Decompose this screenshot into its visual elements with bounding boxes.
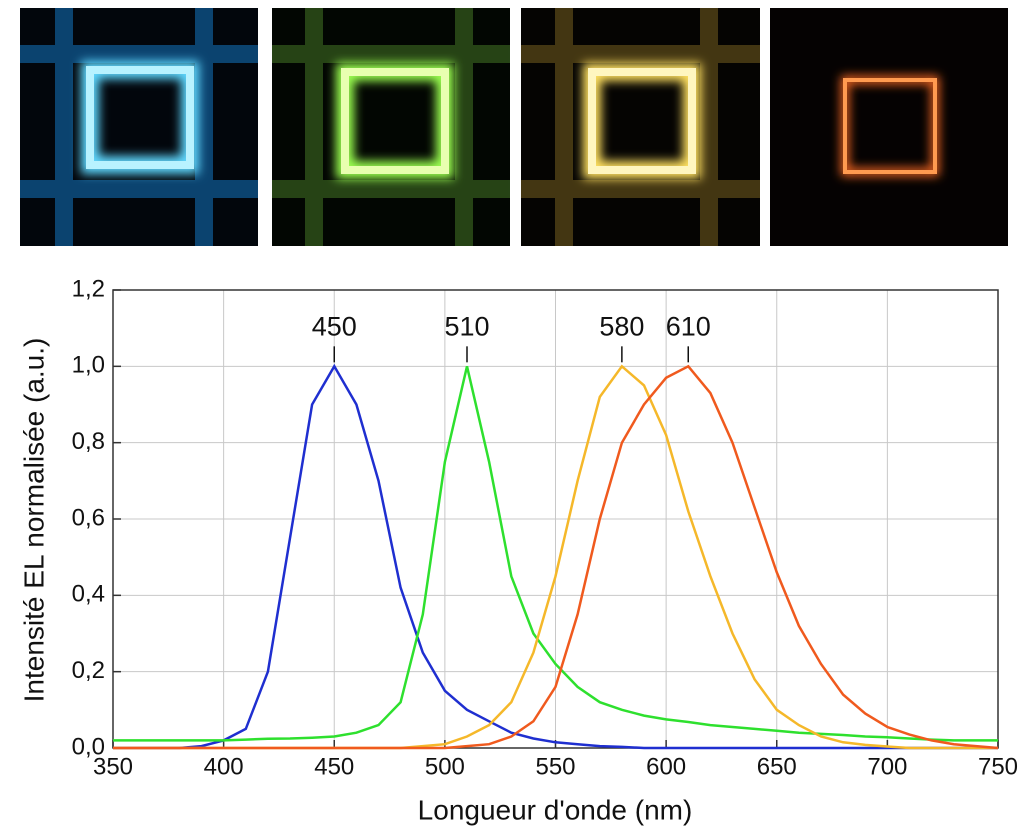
- y-tick-label: 0,8: [72, 428, 105, 455]
- peak-annotation: 450: [312, 311, 357, 341]
- plot-frame: [112, 289, 999, 749]
- photo-orange: [770, 8, 1008, 246]
- x-tick-label: 400: [204, 753, 244, 780]
- spectrum-line: [113, 366, 998, 742]
- x-tick-label: 450: [314, 753, 354, 780]
- y-tick-label: 1,2: [72, 275, 105, 302]
- x-tick-label: 550: [535, 753, 575, 780]
- photo-blue: [20, 8, 258, 246]
- y-tick-label: 0,6: [72, 504, 105, 531]
- photo-yellow: [521, 8, 760, 246]
- spectrum-line: [113, 363, 998, 750]
- x-tick-label: 500: [425, 753, 465, 780]
- x-axis-label: Longueur d'onde (nm): [418, 794, 693, 825]
- y-tick-label: 0,0: [72, 733, 105, 760]
- peak-annotation: 510: [444, 311, 489, 341]
- x-tick-label: 700: [867, 753, 907, 780]
- photo-green: [272, 8, 510, 246]
- x-tick-label: 600: [646, 753, 686, 780]
- y-tick-label: 0,2: [72, 657, 105, 684]
- peak-annotation: 580: [599, 311, 644, 341]
- y-tick-label: 0,4: [72, 581, 105, 608]
- x-tick-label: 350: [93, 753, 133, 780]
- spectrum-line: [113, 364, 999, 750]
- peak-annotation: 610: [666, 311, 711, 341]
- x-tick-label: 750: [978, 753, 1018, 780]
- y-axis-label: Intensité EL normalisée (a.u.): [18, 338, 49, 703]
- y-tick-label: 1,0: [72, 352, 105, 379]
- x-tick-label: 650: [757, 753, 797, 780]
